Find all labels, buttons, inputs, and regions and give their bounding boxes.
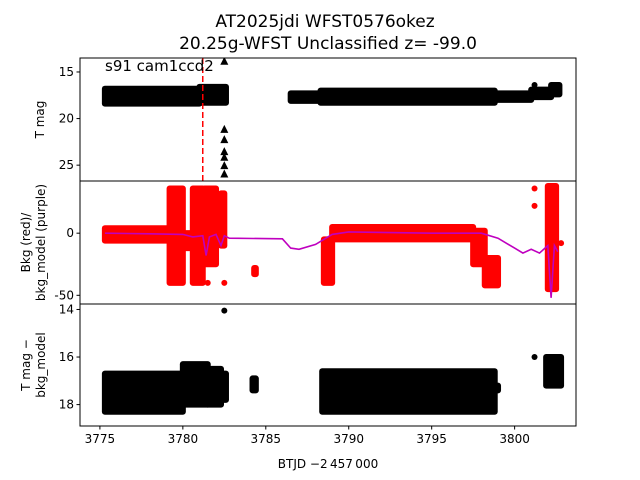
- diff-band-0: [101, 370, 186, 415]
- bkg-band-7: [320, 236, 336, 286]
- tmag-band-5: [528, 86, 555, 101]
- tmag-triangle-5: [220, 161, 229, 170]
- tmag-point-0: [531, 82, 538, 89]
- tmag-triangle-2: [220, 135, 229, 144]
- bkg-band-4: [201, 185, 220, 268]
- bkg-point-3: [531, 202, 538, 209]
- panel-data: [101, 58, 563, 178]
- tmag-band-2: [287, 90, 324, 104]
- x-tick-label: 3790: [333, 432, 364, 446]
- diff-band-5: [319, 368, 498, 415]
- y-axis-label: T mag: [33, 101, 47, 140]
- y-axis-label: bkg_model: [34, 332, 48, 398]
- x-tick-label: 3785: [251, 432, 282, 446]
- diff-band-1: [179, 361, 211, 408]
- bkg-band-1: [166, 185, 186, 286]
- tmag-triangle-4: [220, 152, 229, 161]
- y-axis-label: T mag −: [19, 339, 33, 392]
- panel-data: [101, 182, 565, 298]
- panel-data: [101, 307, 565, 415]
- tmag-band-0: [101, 85, 203, 107]
- y-tick-label: 18: [59, 398, 74, 412]
- diff-band-3: [218, 370, 229, 403]
- x-tick-label: 3775: [85, 432, 116, 446]
- diff-point-1: [531, 354, 538, 361]
- diff-band-6: [491, 382, 502, 394]
- y-tick-label: 16: [59, 350, 74, 364]
- x-tick-label: 3780: [168, 432, 199, 446]
- diff-band-4: [249, 375, 259, 394]
- y-tick-label: 15: [59, 65, 74, 79]
- y-tick-label: 20: [59, 112, 74, 126]
- diff-band-7: [543, 354, 565, 389]
- axes-frame: [79, 57, 577, 182]
- y-tick-label: 0: [66, 226, 74, 240]
- bkg-band-6: [251, 264, 259, 278]
- chart-title-line2: 20.25g-WFST Unclassified z= -99.0: [179, 34, 477, 54]
- panel-tmag: s91 cam1ccd2 15 20 25 T mag: [33, 57, 577, 182]
- y-tick-label: -50: [54, 288, 74, 302]
- panel-diff: 14 16 18 T mag − bkg_model 3775 3780 3785 3790 37…: [19, 302, 577, 446]
- tmag-triangle-0: [220, 58, 229, 65]
- tmag-triangle-6: [220, 169, 229, 178]
- y-tick-label: 25: [59, 158, 74, 172]
- tmag-triangle-1: [220, 124, 229, 133]
- bkg-point-0: [204, 279, 211, 286]
- tmag-triangle-3: [220, 147, 229, 156]
- bkg-point-4: [558, 240, 565, 247]
- bkg-band-10: [481, 255, 502, 289]
- bkg-model-line: [104, 231, 559, 298]
- tmag-band-4: [491, 90, 535, 103]
- y-tick-label: 14: [59, 302, 74, 316]
- bkg-point-2: [531, 185, 538, 192]
- x-tick-label: 3795: [416, 432, 447, 446]
- x-tick-label: 3800: [499, 432, 530, 446]
- tmag-band-3: [317, 87, 498, 106]
- x-axis-label: BTJD −2 457 000: [278, 457, 378, 471]
- panel-annotation: s91 cam1ccd2: [105, 57, 214, 75]
- tmag-band-6: [548, 82, 563, 98]
- panel-bkg: 0 -50 Bkg (red)/bkg_model (purple): [19, 180, 577, 305]
- y-axis-label: bkg_model (purple): [34, 184, 48, 301]
- bkg-band-5: [218, 190, 228, 249]
- axes-frame: [79, 303, 577, 427]
- y-axis-label: Bkg (red)/: [19, 212, 33, 273]
- tmag-band-1: [196, 83, 229, 106]
- chart-title-line1: AT2025jdi WFST0576okez: [215, 12, 434, 32]
- bkg-point-1: [221, 279, 228, 286]
- diff-point-0: [221, 307, 228, 314]
